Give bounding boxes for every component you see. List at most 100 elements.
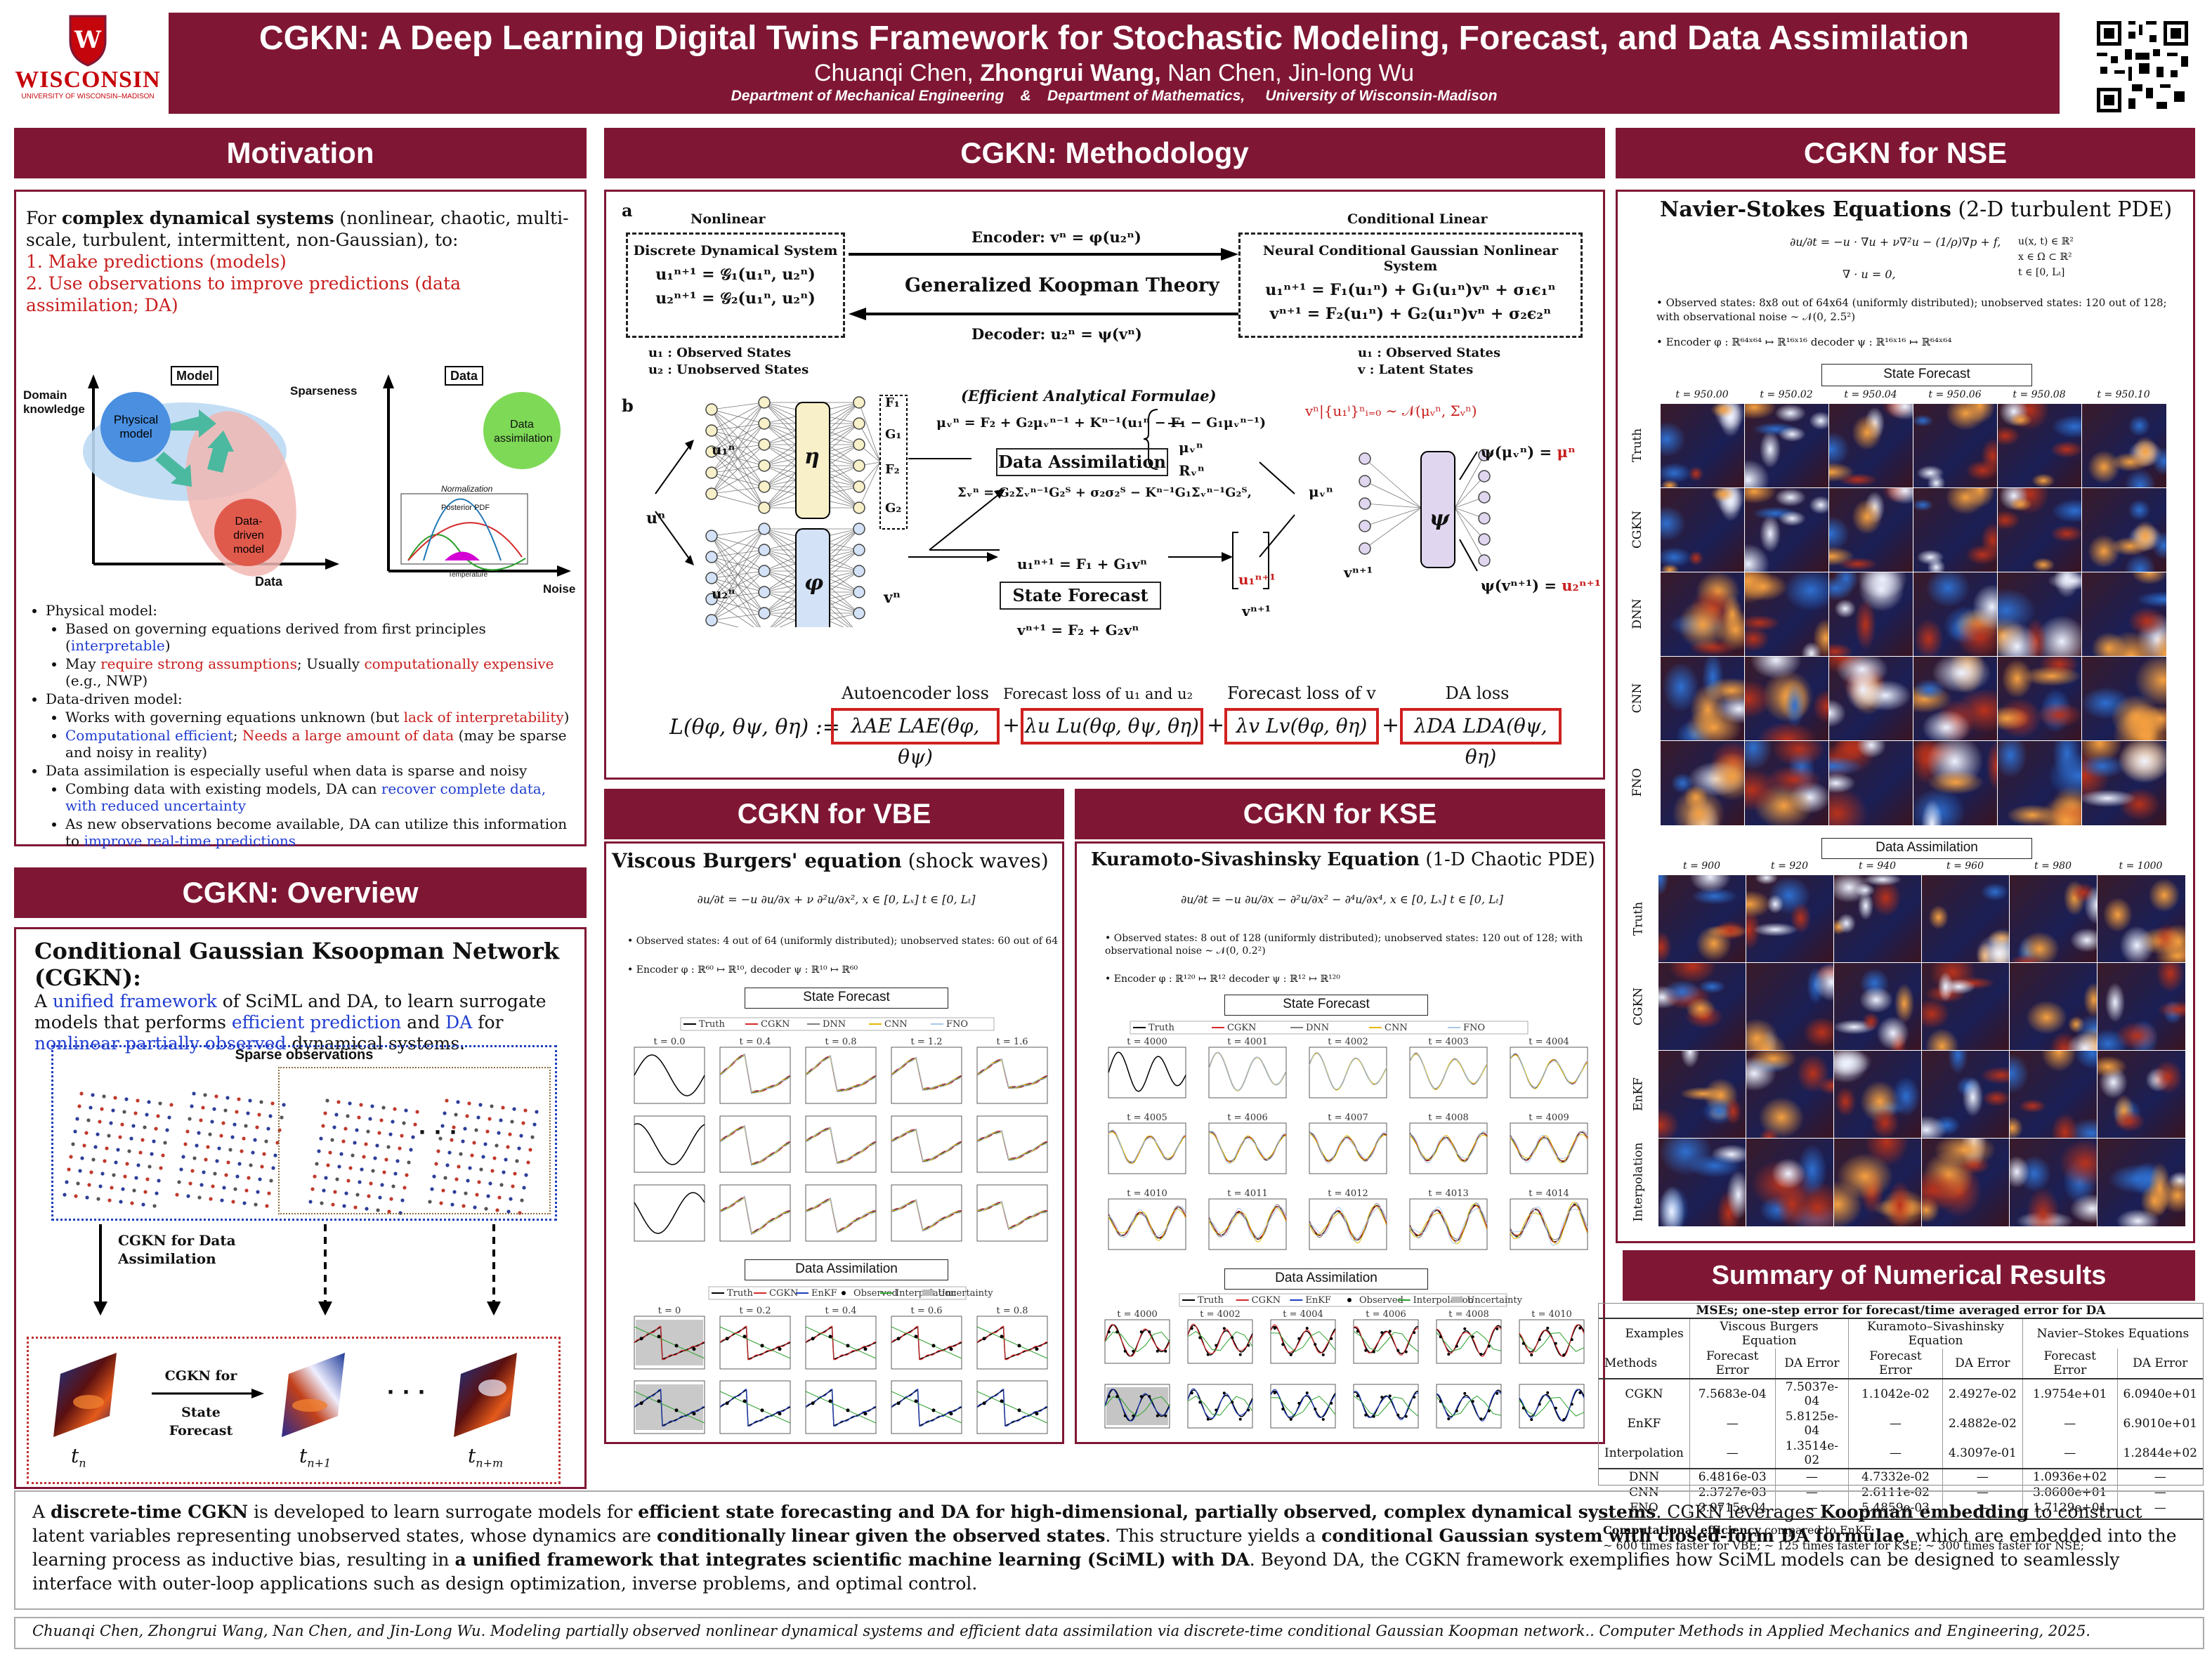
- nse-panel: Navier-Stokes Equations (2-D turbulent P…: [1616, 190, 2195, 1243]
- eaf-label: (Efficient Analytical Formulae): [961, 387, 1217, 405]
- obs-dot: [133, 1111, 138, 1115]
- observed-point: [1148, 1395, 1151, 1398]
- obs-dot: [265, 1204, 269, 1208]
- obs-dot: [450, 1202, 454, 1207]
- observed-point: [1289, 1353, 1292, 1356]
- neuron: [705, 445, 718, 458]
- obs-dot: [353, 1205, 358, 1209]
- obs-dot: [487, 1117, 492, 1121]
- b3b-blue: improve real-time predictions: [84, 832, 296, 849]
- nse-da-time-label: t = 1000: [2119, 860, 2163, 872]
- label-b: b: [622, 395, 634, 416]
- observed-point: [1530, 1418, 1533, 1422]
- observed-point: [778, 1347, 782, 1351]
- table-row: Interpolation —1.3514e-02—4.3097e-01—1.28…: [1599, 1438, 2203, 1469]
- observed-point: [1190, 1391, 1193, 1395]
- b3: Data assimilation is especially useful w…: [46, 762, 528, 779]
- legend-text: Truth: [699, 1019, 725, 1030]
- obs-dot: [129, 1136, 133, 1141]
- nse-da-label: Data Assimilation: [1821, 838, 2032, 859]
- obs-dot: [366, 1129, 370, 1134]
- obs-dot: [326, 1163, 330, 1167]
- obs-dot: [315, 1162, 319, 1166]
- subplot-title: t = 4003: [1428, 1037, 1468, 1047]
- value-cell: —: [2116, 1500, 2203, 1516]
- subplot-frame: [1108, 1198, 1186, 1250]
- c-p6: Koopman embedding: [1820, 1502, 2029, 1522]
- observed-point: [674, 1408, 679, 1412]
- obs-dot: [360, 1167, 364, 1172]
- obs-dot: [351, 1153, 355, 1158]
- subplot-title: t = 4001: [1227, 1037, 1267, 1047]
- obs-dot: [368, 1117, 372, 1121]
- results-table: Examples Viscous Burgers Equation Kuramo…: [1599, 1319, 2203, 1516]
- model-line: [719, 1124, 791, 1166]
- model-line: [976, 1131, 1048, 1160]
- b2a-red: lack of interpretability: [403, 709, 564, 726]
- obs-dot: [432, 1174, 436, 1179]
- decoder-arrow: [849, 308, 1238, 320]
- obs-dot: [341, 1139, 346, 1143]
- summary-panel: MSEs; one-step error for forecast/time a…: [1598, 1303, 2204, 1552]
- c-p7: to construct latent variables representi…: [32, 1502, 2142, 1546]
- vorticity-field: [1828, 487, 1914, 573]
- b2a-pre: Works with governing equations unknown (…: [65, 709, 404, 726]
- author-1: Chuanqi Chen,: [813, 60, 981, 86]
- mu-equation: μᵥⁿ = F₂ + G₂μᵥⁿ⁻¹ + Kⁿ⁻¹(u₁ⁿ − F₁ − G₁μ…: [936, 415, 1267, 431]
- b1a: Based on governing equations derived fro…: [65, 620, 486, 654]
- obs-dot: [395, 1159, 400, 1163]
- nse-da-time-label: t = 940: [1859, 860, 1896, 872]
- observed-point: [1364, 1413, 1368, 1417]
- nse-row-label: CNN: [1630, 683, 1644, 714]
- qr-code[interactable]: [2093, 18, 2192, 116]
- observed-point: [1289, 1417, 1292, 1421]
- author-3: Nan Chen, Jin-long Wu: [1160, 60, 1415, 86]
- observed-point: [1396, 1349, 1400, 1352]
- observed-point: [1215, 1408, 1218, 1412]
- overview-arrows: [93, 1224, 501, 1316]
- net-edge: [1454, 454, 1485, 509]
- obs-dot: [387, 1209, 391, 1214]
- interp-line: [634, 1326, 705, 1359]
- observed-point: [1554, 1342, 1557, 1345]
- obs-dot: [413, 1122, 417, 1127]
- data-schematic: Data Sparseness Data assimilation Normal…: [290, 353, 578, 599]
- sigma-equation: Σᵥⁿ = G₂Σᵥⁿ⁻¹G₂ᵀ + σ₂σ₂ᵀ − Kⁿ⁻¹G₁Σᵥⁿ⁻¹G₂…: [957, 485, 1252, 500]
- model-line: [976, 1202, 1048, 1228]
- obs-dot: [242, 1201, 247, 1205]
- kse-da-plots: Truth CGKN EnKF Observed InterpolationUncert…: [1104, 1293, 1585, 1429]
- nse-da-grid: t = 900 t = 920 t = 940 t = 960 t = 980 t = 1…: [1628, 859, 2190, 1238]
- nse-sf-label: State Forecast: [1821, 364, 2032, 386]
- da-line: [891, 1325, 962, 1360]
- obs-dot: [186, 1194, 190, 1198]
- table-row: DNN 6.4816e-03—4.7332e-02—1.0936e+02—: [1599, 1468, 2203, 1485]
- vorticity-field: [1913, 572, 1998, 657]
- observed-point: [1330, 1337, 1333, 1340]
- model-line: [805, 1128, 877, 1163]
- dds-title: Discrete Dynamical System: [633, 243, 838, 258]
- obs-dot: [246, 1111, 250, 1115]
- nse-da-time-label: t = 980: [2034, 860, 2072, 872]
- observed-point: [1562, 1418, 1566, 1422]
- obs-dot: [495, 1208, 499, 1212]
- obs-dot: [415, 1110, 419, 1114]
- data-assimilation-label: Data assimilation: [494, 419, 553, 445]
- obs-dot: [375, 1143, 379, 1148]
- net-edge: [1364, 458, 1422, 509]
- subplot-title: t = 1.6: [996, 1037, 1028, 1047]
- obs-dot: [322, 1188, 326, 1193]
- obs-dot: [371, 1169, 375, 1173]
- obs-left: u₁ : Observed States u₂ : Unobserved Sta…: [648, 345, 809, 379]
- neuron: [758, 396, 771, 409]
- subplot-frame: [634, 1115, 705, 1173]
- obs-dot: [185, 1129, 190, 1134]
- b1b-end: (e.g., NWP): [65, 672, 148, 689]
- net-edge: [1364, 507, 1422, 549]
- b1a-end: ): [164, 637, 171, 654]
- interp-line: [1270, 1331, 1336, 1352]
- obs-dot: [486, 1194, 490, 1198]
- obs-dot: [244, 1124, 248, 1128]
- obs-dot: [479, 1167, 483, 1172]
- kse-sf-plots: Truth CGKN DNN CNN FNO t = 4000 t = 4001 t = 40…: [1108, 1021, 1588, 1250]
- obs-dot: [211, 1184, 215, 1188]
